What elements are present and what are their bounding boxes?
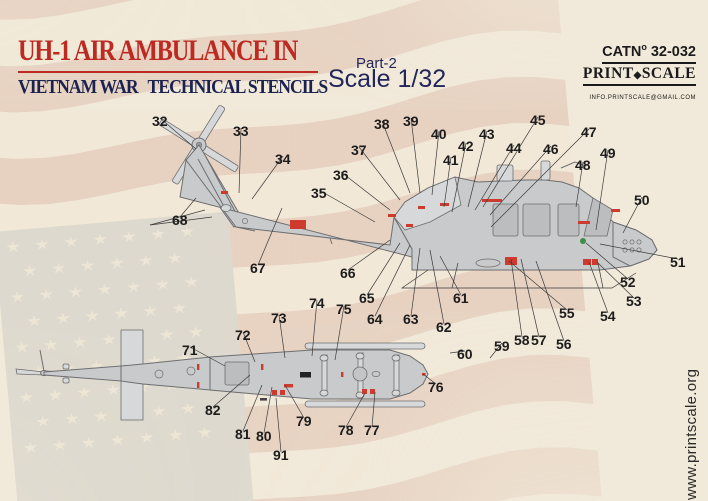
svg-text:34: 34 (275, 151, 291, 167)
svg-text:68: 68 (172, 212, 188, 228)
svg-text:37: 37 (351, 142, 367, 158)
svg-text:42: 42 (458, 138, 474, 154)
svg-text:43: 43 (479, 126, 495, 142)
svg-text:76: 76 (428, 379, 444, 395)
svg-text:48: 48 (575, 157, 591, 173)
svg-text:40: 40 (431, 126, 447, 142)
svg-text:59: 59 (494, 338, 510, 354)
svg-text:39: 39 (403, 113, 419, 129)
svg-text:61: 61 (453, 290, 469, 306)
svg-text:62: 62 (436, 319, 452, 335)
svg-text:33: 33 (233, 123, 249, 139)
svg-text:36: 36 (333, 167, 349, 183)
svg-text:49: 49 (600, 145, 616, 161)
svg-text:55: 55 (559, 305, 575, 321)
svg-text:91: 91 (273, 447, 289, 463)
svg-text:82: 82 (205, 402, 221, 418)
svg-text:35: 35 (311, 185, 327, 201)
svg-text:51: 51 (670, 254, 686, 270)
svg-text:75: 75 (336, 301, 352, 317)
svg-text:56: 56 (556, 336, 572, 352)
svg-text:32: 32 (152, 113, 168, 129)
svg-text:41: 41 (443, 152, 459, 168)
svg-text:52: 52 (620, 274, 636, 290)
svg-text:71: 71 (182, 342, 198, 358)
svg-text:78: 78 (338, 422, 354, 438)
svg-text:57: 57 (531, 332, 547, 348)
svg-text:54: 54 (600, 308, 616, 324)
svg-text:67: 67 (250, 260, 266, 276)
svg-text:50: 50 (634, 192, 650, 208)
svg-text:45: 45 (530, 112, 546, 128)
svg-text:58: 58 (514, 332, 530, 348)
svg-text:38: 38 (374, 116, 390, 132)
svg-text:65: 65 (359, 290, 375, 306)
svg-text:66: 66 (340, 265, 356, 281)
svg-text:72: 72 (235, 327, 251, 343)
svg-text:81: 81 (235, 426, 251, 442)
svg-text:60: 60 (457, 346, 473, 362)
svg-text:80: 80 (256, 428, 272, 444)
svg-text:46: 46 (543, 141, 559, 157)
svg-text:64: 64 (367, 311, 383, 327)
svg-text:63: 63 (403, 311, 419, 327)
svg-text:47: 47 (581, 124, 597, 140)
svg-text:79: 79 (296, 413, 312, 429)
svg-text:73: 73 (271, 310, 287, 326)
svg-text:77: 77 (364, 422, 380, 438)
svg-text:53: 53 (626, 293, 642, 309)
svg-text:74: 74 (309, 295, 325, 311)
